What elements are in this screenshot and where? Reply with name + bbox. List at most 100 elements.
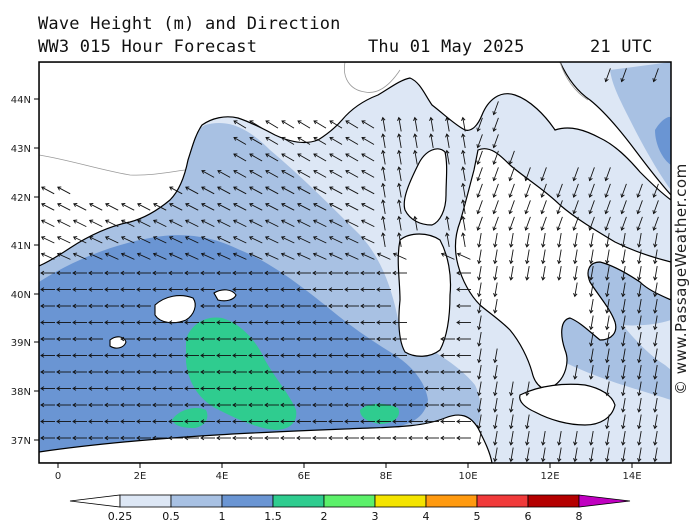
wave-arrow-head <box>104 303 109 309</box>
wave-arrow-head <box>653 441 658 446</box>
wave-arrow <box>622 365 626 379</box>
wave-arrow <box>57 236 71 244</box>
wave-arrow <box>621 183 627 198</box>
wave-arrow-head <box>280 219 286 224</box>
wave-arrow-head <box>264 287 269 292</box>
wave-arrow <box>281 170 295 178</box>
wave-arrow-head <box>376 320 381 325</box>
wave-arrow-head <box>344 287 349 292</box>
wave-arrow <box>121 203 135 211</box>
wave-arrow <box>281 186 295 195</box>
wave-arrow-head <box>216 419 221 424</box>
wave-arrow-head <box>456 419 461 424</box>
wave-arrow-head <box>280 252 286 257</box>
wave-arrow-head <box>361 186 366 191</box>
wave-arrow-head <box>509 392 514 397</box>
wave-arrow-head <box>540 193 545 198</box>
land-corsica <box>403 148 448 226</box>
wave-arrow-head <box>280 369 285 375</box>
wave-arrow-head <box>313 169 318 174</box>
wave-arrow-head <box>476 193 481 198</box>
colorbar-label: 8 <box>576 510 583 523</box>
wave-arrow-head <box>376 386 381 391</box>
wave-arrow <box>249 236 263 244</box>
wave-arrow <box>382 134 386 148</box>
wave-arrow-head <box>328 435 333 441</box>
wave-arrow-head <box>509 260 514 265</box>
wave-arrow <box>233 153 247 162</box>
wave-arrow <box>477 150 483 165</box>
wave-arrow <box>573 167 579 181</box>
wave-arrow-head <box>477 309 482 314</box>
wave-arrow-head <box>509 441 514 446</box>
wave-arrow <box>462 233 466 247</box>
wave-arrow <box>637 200 643 214</box>
wave-arrow-head <box>376 252 382 257</box>
land-sardinia <box>397 233 452 357</box>
wave-arrow <box>557 200 563 214</box>
wave-arrow <box>249 219 263 228</box>
colorbar-cell <box>323 494 376 508</box>
wave-arrow-head <box>477 375 482 380</box>
colorbar-label: 5 <box>474 510 481 523</box>
wave-arrow-head <box>216 270 221 276</box>
wave-arrow <box>217 203 231 211</box>
wave-arrow <box>638 348 642 363</box>
wave-arrow <box>233 137 247 145</box>
wave-arrow-head <box>40 353 45 358</box>
wave-arrow-head <box>57 186 62 191</box>
wave-arrow-head <box>312 369 317 375</box>
wave-arrow-head <box>525 392 530 397</box>
wave-arrow-head <box>525 458 530 463</box>
wave-arrow <box>89 219 103 228</box>
colorbar-max-triangle <box>578 494 631 508</box>
wave-arrow <box>153 203 167 211</box>
wave-arrow <box>510 381 514 396</box>
wave-arrow-head <box>328 219 334 224</box>
wave-arrow-head <box>508 210 513 215</box>
wave-arrow-head <box>637 309 642 314</box>
wave-arrow-head <box>296 320 301 325</box>
wave-arrow-head <box>152 236 158 241</box>
wave-arrow-head <box>280 386 285 391</box>
wave-arrow <box>493 101 499 115</box>
wave-arrow-head <box>41 203 46 208</box>
wave-arrow <box>606 381 610 396</box>
wave-arrow-head <box>360 386 365 391</box>
wave-arrow-head <box>477 408 482 413</box>
wave-arrow-head <box>541 243 546 248</box>
wave-arrow <box>542 431 546 445</box>
wave-arrow-head <box>313 120 318 125</box>
wave-arrow <box>638 381 642 396</box>
wave-arrow-head <box>445 149 450 154</box>
wave-arrow-head <box>281 136 286 141</box>
wave-arrow <box>574 431 578 445</box>
wave-arrow-head <box>493 309 498 314</box>
wave-arrow <box>201 236 215 244</box>
wave-arrow-head <box>72 287 77 292</box>
wave-arrow-head <box>621 392 626 397</box>
wave-arrow <box>526 233 530 247</box>
wave-arrow-head <box>621 441 626 446</box>
wave-arrow-head <box>185 186 190 191</box>
wave-band-mid-east <box>610 62 671 190</box>
wave-arrow-head <box>328 252 334 257</box>
longitude-axis: 0 2E 4E 6E 8E 10E 12E 14E <box>55 463 642 482</box>
wave-arrow <box>329 137 343 145</box>
wave-arrow-head <box>392 336 397 342</box>
wave-arrow <box>233 203 247 211</box>
wave-arrow-head <box>296 386 301 391</box>
wave-arrow <box>233 170 247 178</box>
wave-arrow <box>233 236 247 244</box>
wave-arrow <box>281 137 295 145</box>
wave-arrow-head <box>216 219 222 224</box>
wave-arrow-head <box>653 260 658 265</box>
wave-arrow <box>526 249 530 264</box>
wave-arrow-head <box>605 243 610 248</box>
wave-arrow <box>329 153 343 162</box>
wave-arrow <box>589 216 595 231</box>
wave-arrow-head <box>72 353 77 358</box>
wave-arrow-head <box>40 303 45 309</box>
wave-arrow-head <box>104 402 109 408</box>
